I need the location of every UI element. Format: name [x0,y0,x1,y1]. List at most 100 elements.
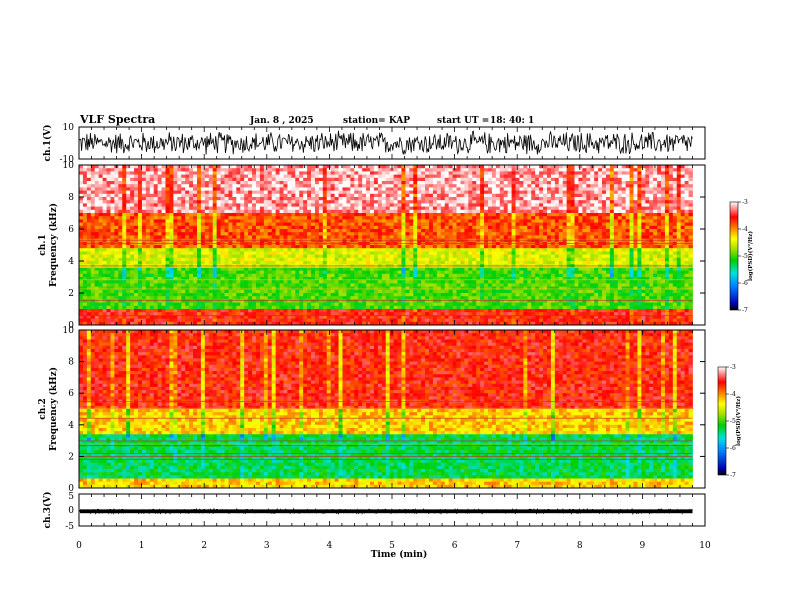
spectrogram-cell [217,178,221,182]
spectrogram-cell [319,181,323,185]
spectrogram-cell [614,255,618,259]
spectrogram-cell [228,258,232,262]
spectrogram-cell [476,197,480,201]
spectrogram-cell [91,248,95,252]
spectrogram-cell [531,178,535,182]
spectrogram-cell [594,258,598,262]
spectrogram-cell [594,200,598,204]
spectrogram-cell [205,258,209,262]
spectrogram-cell [681,261,685,265]
spectrogram-cell [280,248,284,252]
spectrogram-cell [523,226,527,230]
spectrogram-cell [559,194,563,198]
spectrogram-cell [539,258,543,262]
spectrogram-cell [252,229,256,233]
spectrogram-cell [95,203,99,207]
spectrogram-cell [79,232,83,236]
spectrogram-cell [181,229,185,233]
spectrogram-cell [315,171,319,175]
spectrogram-cell [374,219,378,223]
spectrogram-cell [657,261,661,265]
spectrogram-cell [283,200,287,204]
spectrogram-cell [150,207,154,211]
spectrogram-cell [457,261,461,265]
spectrogram-cell [394,191,398,195]
spectrogram-cell [232,216,236,220]
spectrogram-cell [685,213,689,217]
spectrogram-cell [240,216,244,220]
spectrogram-cell [571,168,575,172]
spectrogram-cell [95,187,99,191]
spectrogram-cell [225,203,229,207]
spectrogram-cell [287,184,291,188]
spectrogram-cell [354,258,358,262]
spectrogram-cell [150,248,154,252]
spectrogram-cell [91,200,95,204]
spectrogram-cell [488,175,492,179]
spectrogram-cell [150,245,154,249]
spectrogram-cell [166,171,170,175]
spectrogram-cell [401,226,405,230]
spectrogram-cell [158,184,162,188]
spectrogram-cell [107,251,111,255]
spectrogram-cell [303,255,307,259]
spectrogram-cell [307,235,311,239]
spectrogram-cell [516,210,520,214]
spectrogram-cell [236,210,240,214]
spectrogram-cell [681,245,685,249]
spectrogram-cell [142,248,146,252]
spectrogram-cell [453,251,457,255]
spectrogram-cell [657,235,661,239]
spectrogram-cell [681,194,685,198]
spectrogram-cell [240,232,244,236]
spectrogram-cell [586,219,590,223]
spectrogram-cell [169,171,173,175]
spectrogram-cell [543,226,547,230]
spectrogram-cell [228,187,232,191]
spectrogram-cell [606,223,610,227]
spectrogram-cell [445,175,449,179]
spectrogram-cell [319,229,323,233]
spectrogram-cell [449,168,453,172]
spectrogram-cell [594,216,598,220]
spectrogram-cell [107,194,111,198]
spectrogram-cell [598,258,602,262]
spectrogram-cell [657,207,661,211]
spectrogram-cell [311,178,315,182]
spectrogram-cell [398,223,402,227]
spectrogram-cell [228,248,232,252]
spectrogram-cell [476,248,480,252]
spectrogram-cell [319,226,323,230]
spectrogram-cell [201,223,205,227]
spectrogram-cell [547,181,551,185]
spectrogram-cell [264,200,268,204]
spectrogram-cell [323,210,327,214]
spectrogram-cell [519,248,523,252]
spectrogram-cell [378,194,382,198]
spectrogram-cell [303,235,307,239]
spectrogram-cell [256,251,260,255]
spectrogram-cell [362,245,366,249]
spectrogram-cell [492,207,496,211]
spectrogram-cell [476,184,480,188]
spectrogram-cell [362,197,366,201]
spectrogram-cell [122,219,126,223]
spectrogram-cell [315,203,319,207]
spectrogram-cell [480,229,484,233]
spectrogram-cell [142,175,146,179]
spectrogram-cell [555,175,559,179]
spectrogram-cell [83,251,87,255]
spectrogram-cell [441,203,445,207]
spectrogram-cell [441,168,445,172]
spectrogram-cell [492,255,496,259]
spectrogram-cell [681,235,685,239]
spectrogram-cell [189,184,193,188]
spectrogram-cell [256,255,260,259]
spectrogram-cell [472,175,476,179]
spectrogram-cell [539,235,543,239]
spectrogram-cell [677,191,681,195]
spectrogram-cell [476,226,480,230]
spectrogram-cell [213,219,217,223]
spectrogram-cell [95,229,99,233]
spectrogram-cell [162,229,166,233]
